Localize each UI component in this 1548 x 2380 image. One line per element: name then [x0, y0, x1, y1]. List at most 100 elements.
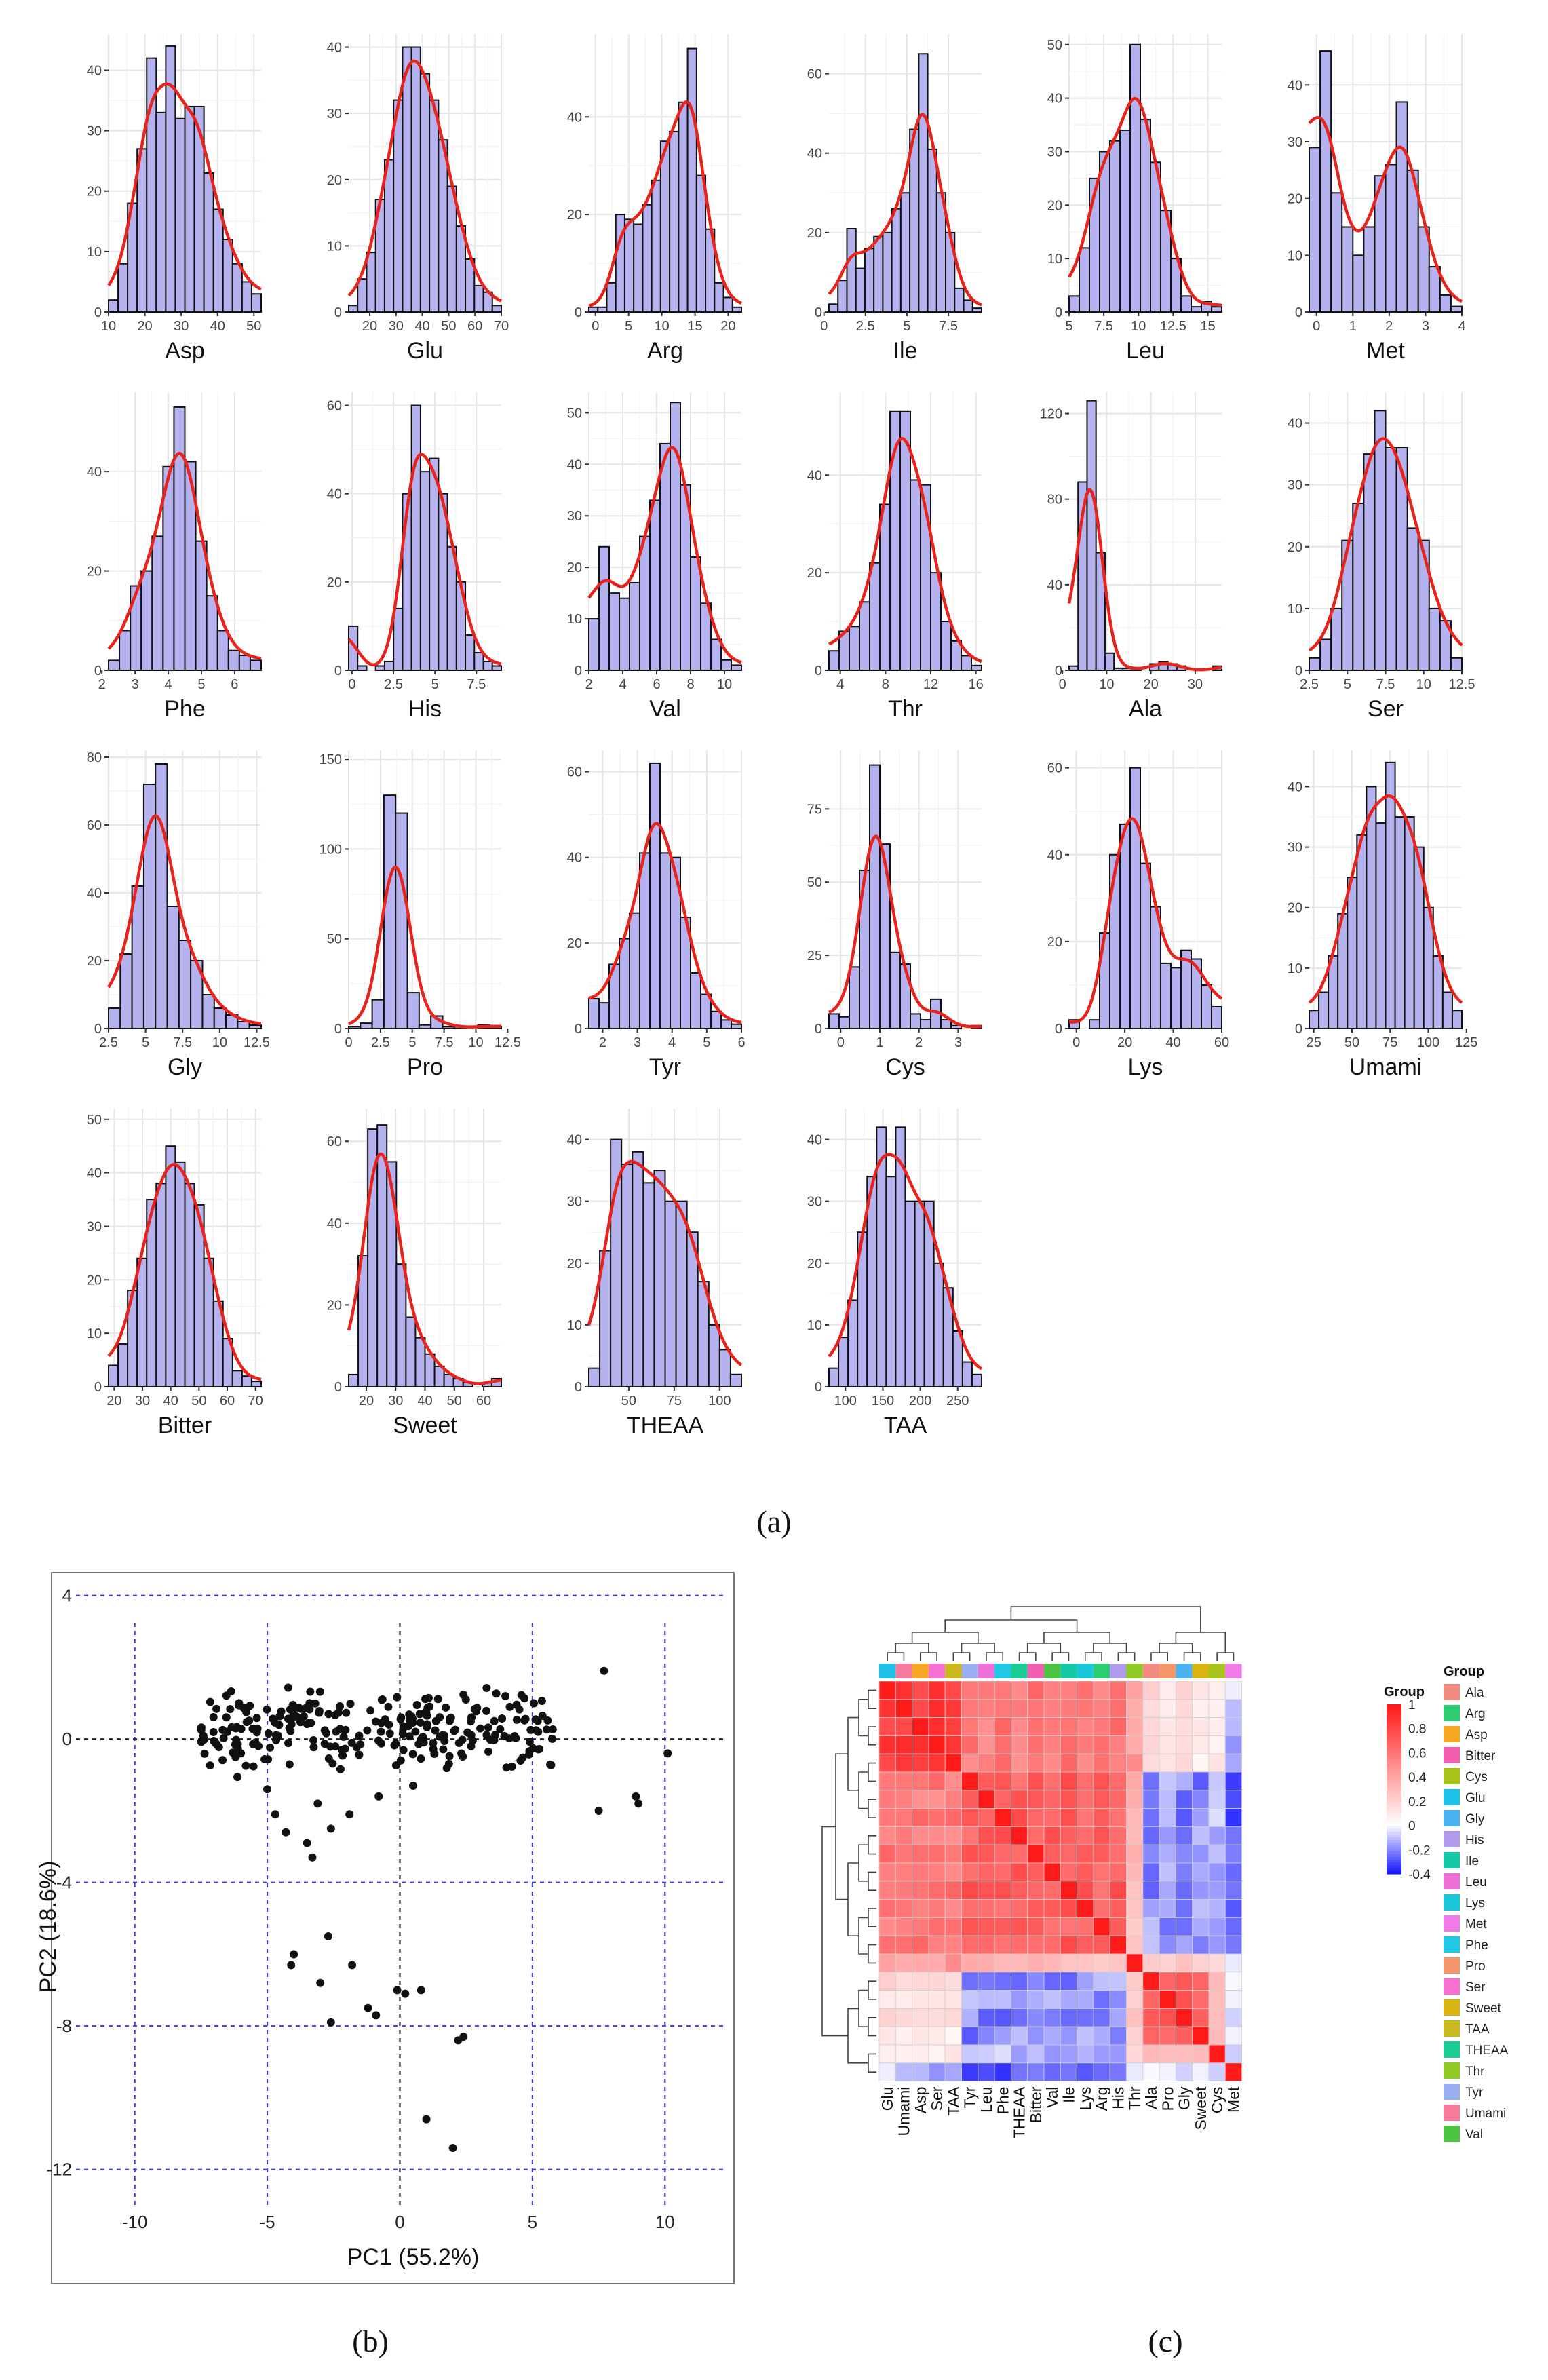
colorbar-segment	[1387, 1729, 1401, 1733]
histogram-bar	[371, 999, 385, 1029]
heatmap-cell	[912, 1681, 929, 1700]
heatmap-cell	[1109, 1935, 1127, 1955]
pca-point	[284, 1683, 292, 1692]
heatmap-cell	[1159, 1935, 1176, 1955]
heatmap-cell	[1208, 1990, 1226, 2009]
x-tick-label: 30	[389, 319, 404, 334]
histogram-bar	[414, 1337, 426, 1388]
heatmap-cell	[1192, 1935, 1210, 1955]
heatmap-cell	[1208, 1844, 1226, 1864]
histogram-bar	[963, 299, 973, 313]
heatmap-cell	[1077, 1735, 1094, 1754]
pca-point	[311, 1699, 320, 1708]
dendrogram-branch	[868, 1726, 876, 1746]
y-tick-label: 0	[1055, 664, 1062, 678]
pca-point	[548, 1725, 557, 1734]
histogram-bar	[241, 1375, 252, 1387]
dendrogram-branch	[858, 1989, 868, 2027]
heatmap-cell	[1208, 1808, 1226, 1827]
x-tick-label: 5	[197, 677, 205, 692]
pca-x-tick-label: -5	[259, 2212, 275, 2232]
group-strip-cell	[928, 1664, 946, 1678]
pca-point	[324, 1710, 333, 1719]
heatmap-cell	[928, 1753, 946, 1773]
heatmap-cell	[944, 2062, 962, 2082]
pca-point	[285, 1760, 294, 1769]
pca-point	[219, 1734, 228, 1743]
legend-swatch	[1444, 2105, 1460, 2121]
histogram-bar	[828, 1013, 840, 1029]
heatmap-cell	[1109, 1990, 1127, 2009]
x-tick-label: 10	[1131, 319, 1146, 334]
heatmap-cell	[1077, 1699, 1094, 1719]
histogram-bar	[1099, 151, 1110, 313]
colorbar-segment	[1387, 1826, 1401, 1829]
density-curve	[347, 1152, 502, 1385]
heatmap-cell	[1192, 2044, 1210, 2064]
heatmap-cell	[1159, 2062, 1176, 2082]
histogram-panel-theaa: 0 10 20 30 40 50 75 100 THEAA	[567, 1109, 743, 1438]
histogram-bar	[249, 659, 262, 671]
heatmap-cell	[878, 1935, 896, 1955]
histogram-panel-lys: 0 20 40 60 0 20 40 60 Lys	[1047, 750, 1229, 1080]
heatmap-cell	[878, 1990, 896, 2009]
pca-point	[547, 1734, 556, 1743]
heatmap-col-label: THEAA	[1011, 2086, 1028, 2138]
pca-point	[271, 1718, 279, 1727]
pca-point	[200, 1749, 209, 1758]
heatmap-cell	[1126, 1717, 1144, 1736]
heatmap-cell	[1093, 1735, 1110, 1754]
group-strip-cell	[1110, 1664, 1127, 1678]
x-tick-label: 5	[142, 1035, 149, 1050]
histogram-label: Glu	[407, 338, 443, 364]
density-curve	[828, 113, 982, 307]
legend-swatch	[1444, 2084, 1460, 2100]
colorbar-segment	[1387, 1761, 1401, 1765]
y-tick-label: 0	[815, 305, 822, 320]
y-tick-label: 10	[567, 1318, 582, 1333]
pca-point	[346, 1700, 355, 1708]
heatmap-cell	[961, 1935, 979, 1955]
histogram-bar	[248, 1024, 263, 1029]
heatmap-cell	[944, 1717, 962, 1736]
histogram-bar	[1211, 306, 1222, 313]
pca-point	[315, 1708, 324, 1717]
pca-point	[315, 1687, 324, 1696]
heatmap-cell	[1011, 2026, 1028, 2046]
heatmap-cell	[1027, 1699, 1045, 1719]
dendrogram	[821, 1606, 1235, 2073]
x-tick-label: 7.5	[1094, 319, 1113, 334]
pca-y-tick-label: -8	[56, 2016, 72, 2036]
heatmap-cell	[895, 2026, 913, 2046]
heatmap-cell	[978, 2008, 995, 2027]
histogram-bar	[1394, 816, 1406, 1029]
heatmap-cell	[912, 2044, 929, 2064]
heatmap-cell	[961, 1826, 979, 1845]
heatmap-cell	[994, 1899, 1011, 1918]
heatmap-col-label: Glu	[878, 2087, 896, 2111]
legend-swatch	[1444, 1768, 1460, 1784]
heatmap-cell	[1142, 1917, 1160, 1936]
heatmap-cell	[1077, 2044, 1094, 2064]
heatmap-cell	[961, 1917, 979, 1936]
x-tick-label: 2	[98, 677, 106, 692]
heatmap-cell	[994, 1844, 1011, 1864]
dendrogram-branch	[835, 1753, 848, 1900]
y-tick-label: 40	[327, 487, 342, 502]
dendrogram-branch	[868, 1908, 876, 1927]
x-tick-label: 250	[946, 1394, 969, 1408]
histogram-bar	[383, 660, 395, 672]
heatmap-cell	[1011, 1735, 1028, 1754]
heatmap-col-label: Ser	[928, 2086, 946, 2111]
heatmap-cell	[878, 1735, 896, 1754]
pca-point	[285, 1724, 294, 1733]
histogram-bar	[1450, 657, 1463, 671]
legend-label: Ala	[1465, 1686, 1484, 1700]
x-tick-label: 2	[585, 677, 592, 692]
heatmap-cell	[1142, 1771, 1160, 1791]
heatmap-cell	[928, 1826, 946, 1845]
colorbar-segment	[1387, 1797, 1401, 1801]
y-tick-label: 10	[1288, 248, 1302, 263]
histogram-bar	[632, 1151, 644, 1388]
colorbar-segment	[1387, 1738, 1401, 1742]
